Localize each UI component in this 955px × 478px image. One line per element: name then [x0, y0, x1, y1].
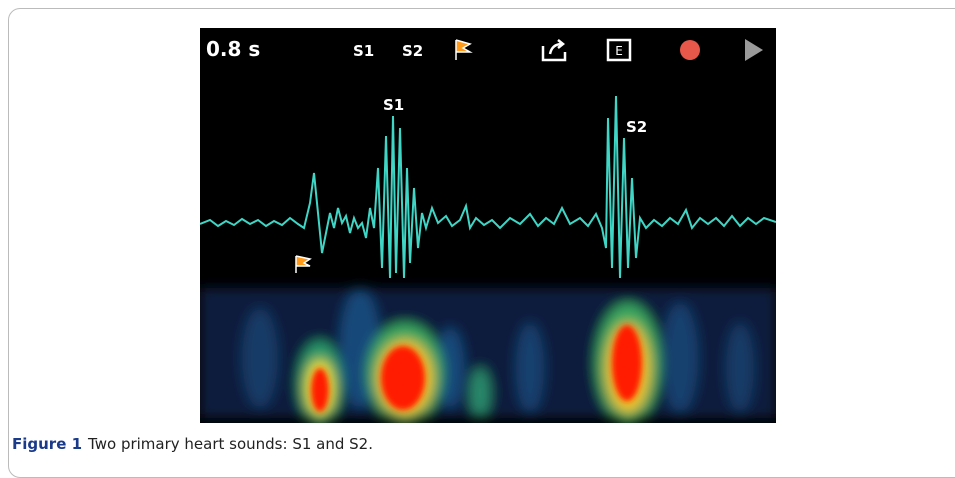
toolbar-s2[interactable]: S2 [402, 42, 423, 60]
spectrogram-peaks [311, 325, 642, 412]
record-button[interactable] [680, 40, 700, 60]
caption-text: Two primary heart sounds: S1 and S2. [88, 435, 373, 453]
phonocardiogram-screenshot: 0.8 s S1 S2 E S1 S2 [200, 28, 776, 423]
svg-text:E: E [615, 44, 623, 58]
share-button[interactable] [541, 39, 567, 62]
toolbar-s1[interactable]: S1 [353, 42, 374, 60]
s1-label: S1 [383, 96, 404, 114]
s2-label: S2 [626, 118, 647, 136]
flag-button[interactable] [455, 39, 473, 60]
duration: 0.8 s [206, 37, 260, 61]
caption-label: Figure 1 [12, 435, 83, 453]
caption: Figure 1 Two primary heart sounds: S1 and… [12, 435, 373, 453]
export-button[interactable]: E [606, 38, 632, 62]
play-button[interactable] [745, 39, 763, 61]
spectrogram [200, 288, 776, 423]
page: {"screenshot": {"duration": "0.8 s", "to… [8, 8, 955, 478]
flag-marker [295, 255, 312, 273]
waveform [200, 95, 776, 279]
